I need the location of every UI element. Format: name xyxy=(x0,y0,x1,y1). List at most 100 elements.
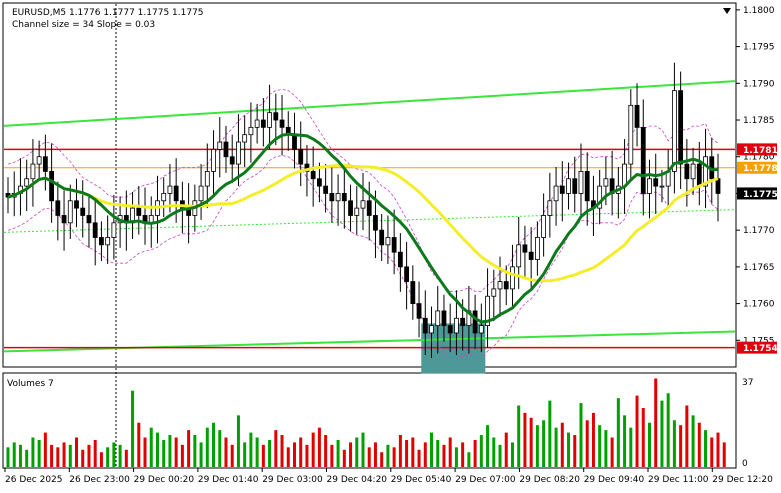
candle-body xyxy=(30,163,36,180)
price-tick-label: 1.1795 xyxy=(743,43,775,53)
candle-body xyxy=(67,200,73,224)
ma-slow-line xyxy=(7,163,719,283)
candle-body xyxy=(678,90,684,165)
candle-body xyxy=(267,112,272,128)
candle-body xyxy=(584,171,590,202)
candle-body xyxy=(435,310,441,327)
candle-body xyxy=(659,185,665,188)
candle-body xyxy=(397,251,403,268)
candle-body xyxy=(310,171,316,180)
candle-body xyxy=(354,207,360,216)
candle-body xyxy=(628,104,634,165)
symbol-header: EURUSD,M5 1.1776 1.1777 1.1775 1.1775 xyxy=(12,8,204,18)
candle-body xyxy=(373,215,378,231)
candle-body xyxy=(49,171,54,202)
candle-body xyxy=(204,171,210,187)
candle-body xyxy=(323,185,329,194)
candle-body xyxy=(279,119,285,128)
chart-menu-arrow-icon[interactable] xyxy=(723,8,731,14)
candle-body xyxy=(603,178,609,187)
candle-body xyxy=(248,126,254,136)
candle-body xyxy=(335,193,341,202)
candle-body xyxy=(105,237,111,246)
price-tick-label: 1.1800 xyxy=(743,6,775,16)
time-tick-label: 29 Dec 12:20 xyxy=(712,475,773,485)
candle-body xyxy=(360,200,366,209)
candle-body xyxy=(647,178,652,194)
price-badge-label: 1.1775 xyxy=(743,190,778,200)
candle-body xyxy=(566,178,571,194)
channel-upper-line xyxy=(3,80,736,127)
channel-info: Channel size = 34 Slope = 0.03 xyxy=(12,20,155,30)
candle-body xyxy=(229,156,235,165)
candle-body xyxy=(478,325,484,334)
candle-body xyxy=(634,104,640,128)
ma-fast-line xyxy=(7,132,718,324)
volume-scale-bottom: 0 xyxy=(742,459,748,469)
price-tick-label: 1.1755 xyxy=(743,336,775,346)
candle-body xyxy=(167,185,173,194)
candle-body xyxy=(447,325,453,334)
price-badge xyxy=(737,161,777,174)
candle-body xyxy=(236,141,241,165)
candle-body xyxy=(528,251,534,260)
candle-body xyxy=(516,244,522,268)
candle-body xyxy=(92,222,98,238)
candle-body xyxy=(597,185,603,209)
candle-body xyxy=(317,178,322,187)
price-badge-label: 1.1781 xyxy=(743,146,778,156)
candle-body xyxy=(572,178,578,194)
time-tick-label: 29 Dec 07:00 xyxy=(455,475,516,485)
time-tick-label: 29 Dec 11:00 xyxy=(648,475,709,485)
candle-body xyxy=(223,141,229,158)
time-tick-label: 29 Dec 08:20 xyxy=(519,475,580,485)
time-tick-label: 29 Dec 04:20 xyxy=(327,475,388,485)
price-tick-label: 1.1785 xyxy=(743,116,775,126)
candle-body xyxy=(242,134,248,143)
candle-body xyxy=(416,303,422,319)
time-tick-label: 26 Dec 23:00 xyxy=(69,475,130,485)
candle-body xyxy=(260,119,266,128)
candle-body xyxy=(42,156,48,172)
candle-body xyxy=(485,295,490,327)
candle-body xyxy=(404,266,409,282)
price-badge-label: 1.1778 xyxy=(743,164,778,174)
candle-body xyxy=(578,171,584,194)
candle-body xyxy=(696,163,702,187)
candle-body xyxy=(510,266,515,290)
price-tick-label: 1.1760 xyxy=(743,300,775,310)
candle-body xyxy=(86,215,92,224)
candle-body xyxy=(55,200,61,216)
candle-body xyxy=(211,148,216,172)
candle-body xyxy=(553,185,559,202)
candle-body xyxy=(111,222,117,238)
price-tick-label: 1.1790 xyxy=(743,79,775,89)
price-tick-label: 1.1765 xyxy=(743,263,775,273)
candle-body xyxy=(74,200,79,209)
candle-body xyxy=(690,163,696,180)
candle-body xyxy=(472,310,478,334)
candle-body xyxy=(547,200,553,216)
candle-body xyxy=(61,215,67,224)
candle-body xyxy=(254,119,260,128)
candle-body xyxy=(198,185,204,202)
price-tick-label: 1.1780 xyxy=(743,153,775,163)
candle-body xyxy=(379,229,385,246)
candle-body xyxy=(559,185,565,194)
candle-body xyxy=(217,141,223,150)
price-badge xyxy=(737,187,777,200)
candle-body xyxy=(622,163,627,187)
time-tick-label: 26 Dec 2025 xyxy=(5,475,63,485)
candle-body xyxy=(329,193,335,202)
candle-body xyxy=(99,237,104,246)
candle-body xyxy=(292,134,297,150)
candle-body xyxy=(503,281,509,290)
volume-scale-top: 37 xyxy=(742,378,753,388)
candle-body xyxy=(273,112,279,121)
candle-body xyxy=(385,237,391,246)
candle-body xyxy=(298,148,304,165)
candle-body xyxy=(522,244,528,253)
price-badge-label: 1.1754 xyxy=(743,344,778,354)
candle-body xyxy=(491,288,497,297)
